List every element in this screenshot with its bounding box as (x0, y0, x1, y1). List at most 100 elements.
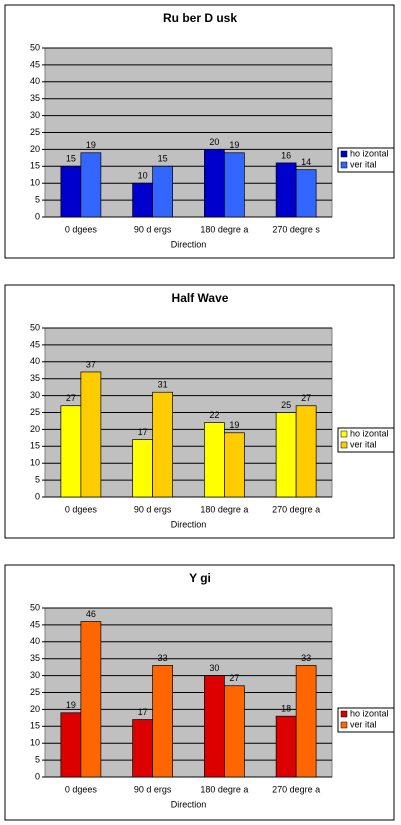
bar (60, 712, 82, 778)
y-tick-label: 25 (30, 687, 40, 697)
legend-label: ho izontal (350, 428, 389, 438)
x-tick-label: 90 d ergs (134, 784, 172, 794)
y-tick-label: 30 (30, 390, 40, 400)
data-label: 20 (209, 137, 219, 147)
y-tick-label: 40 (30, 356, 40, 366)
x-axis-label: Direction (171, 519, 207, 529)
legend-swatch (340, 430, 348, 438)
legend-label: ho izontal (350, 708, 389, 718)
y-tick-label: 40 (30, 636, 40, 646)
data-label: 46 (86, 609, 96, 619)
bar (152, 165, 173, 218)
legend-swatch (340, 150, 348, 158)
y-tick-label: 35 (30, 373, 40, 383)
bar (60, 165, 82, 218)
x-tick-label: 90 d ergs (134, 224, 172, 234)
bar (204, 675, 225, 778)
y-tick-label: 40 (30, 76, 40, 86)
data-label: 27 (301, 393, 311, 403)
data-label: 17 (138, 427, 148, 437)
y-tick-label: 35 (30, 653, 40, 663)
data-label: 15 (66, 154, 76, 164)
bar (224, 152, 245, 218)
bar (132, 719, 153, 778)
legend-swatch (340, 441, 348, 449)
y-tick-label: 25 (30, 407, 40, 417)
legend-box (337, 147, 395, 173)
y-tick-label: 50 (30, 602, 40, 612)
bar (60, 405, 82, 498)
data-label: 31 (158, 380, 168, 390)
x-tick-label: 0 dgees (65, 224, 98, 234)
x-tick-label: 180 degre a (200, 504, 248, 514)
bar (295, 169, 317, 218)
bar (152, 391, 173, 498)
legend-swatch (340, 161, 348, 169)
x-tick-label: 0 dgees (65, 504, 98, 514)
bar (132, 439, 153, 498)
data-label: 15 (158, 154, 168, 164)
x-tick-label: 270 degre a (272, 784, 320, 794)
y-tick-label: 15 (30, 441, 40, 451)
legend-label: ho izontal (350, 148, 389, 158)
y-tick-label: 30 (30, 110, 40, 120)
data-label: 18 (281, 704, 291, 714)
y-tick-label: 50 (30, 42, 40, 52)
y-tick-label: 50 (30, 322, 40, 332)
x-axis-label: Direction (171, 239, 207, 249)
bar (275, 715, 297, 778)
bar (80, 371, 102, 498)
y-tick-label: 20 (30, 144, 40, 154)
bar (204, 422, 225, 498)
legend-swatch (340, 721, 348, 729)
y-tick-label: 45 (30, 59, 40, 69)
y-tick-label: 10 (30, 458, 40, 468)
x-tick-label: 270 degre s (272, 224, 320, 234)
y-tick-label: 0 (35, 491, 40, 501)
y-tick-label: 45 (30, 619, 40, 629)
data-label: 27 (66, 393, 76, 403)
y-tick-label: 10 (30, 178, 40, 188)
bar (80, 621, 102, 778)
x-tick-label: 90 d ergs (134, 504, 172, 514)
chart-title: Ru ber D usk (163, 11, 237, 25)
data-label: 14 (301, 157, 311, 167)
data-label: 25 (281, 400, 291, 410)
data-label: 19 (66, 700, 76, 710)
y-tick-label: 0 (35, 211, 40, 221)
legend-label: ver ital (350, 439, 377, 449)
bar (204, 149, 225, 218)
data-label: 19 (229, 140, 239, 150)
y-tick-label: 30 (30, 670, 40, 680)
y-tick-label: 10 (30, 738, 40, 748)
data-label: 30 (209, 663, 219, 673)
bar (295, 665, 317, 778)
y-tick-label: 25 (30, 127, 40, 137)
data-label: 10 (138, 171, 148, 181)
data-label: 19 (86, 140, 96, 150)
x-axis-label: Direction (171, 799, 207, 809)
bar (80, 152, 102, 218)
data-label: 16 (281, 150, 291, 160)
bar (224, 432, 245, 498)
data-label: 27 (229, 673, 239, 683)
x-tick-label: 180 degre a (200, 784, 248, 794)
data-label: 19 (229, 420, 239, 430)
bar (275, 162, 297, 218)
x-tick-label: 0 dgees (65, 784, 98, 794)
data-label: 33 (301, 653, 311, 663)
bar (152, 665, 173, 778)
legend-box (337, 707, 395, 733)
y-tick-label: 20 (30, 424, 40, 434)
bar (275, 412, 297, 498)
y-tick-label: 5 (35, 474, 40, 484)
data-label: 17 (138, 707, 148, 717)
bar (132, 182, 153, 218)
x-tick-label: 180 degre a (200, 224, 248, 234)
y-tick-label: 35 (30, 93, 40, 103)
y-tick-label: 15 (30, 161, 40, 171)
y-tick-label: 5 (35, 754, 40, 764)
y-tick-label: 5 (35, 194, 40, 204)
